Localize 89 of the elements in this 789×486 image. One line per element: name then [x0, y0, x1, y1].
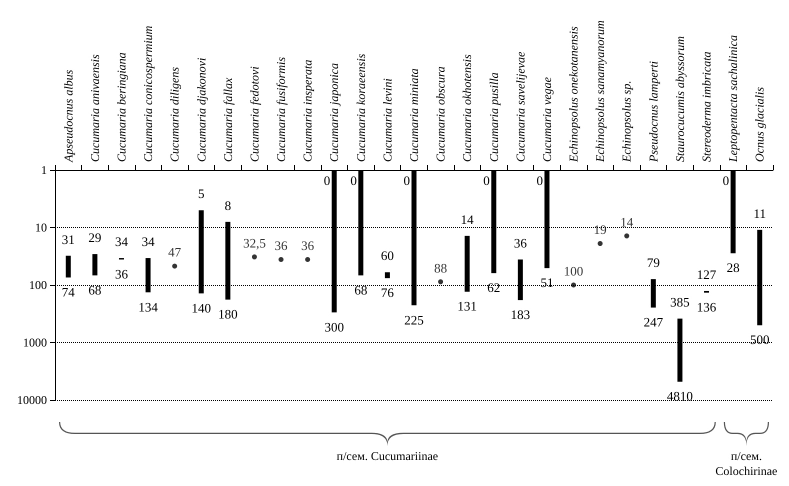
point — [598, 241, 603, 246]
annotation: 51 — [540, 275, 554, 290]
annotation: 140 — [192, 300, 212, 316]
x-tick-label: Leptopentacta sachalinica — [726, 35, 740, 163]
bar — [66, 256, 71, 278]
annotation: 0 — [404, 173, 410, 188]
annotation: 247 — [644, 314, 664, 330]
x-tick-label: Cucumaria fedotovi — [247, 66, 262, 162]
x-tick-label: Cucumaria levini — [380, 78, 394, 162]
x-tick-label: Cucumaria insperata — [300, 60, 315, 162]
annotation: 29 — [88, 230, 102, 246]
annotation: 11 — [753, 206, 766, 221]
annotation: 14 — [460, 212, 474, 227]
x-tick-label: Cucumaria conicospermium — [141, 25, 156, 162]
annotation: 36 — [514, 235, 528, 250]
x-tick-label: Cucumaria diligens — [168, 66, 182, 162]
annotation: 134 — [138, 299, 158, 314]
x-tick-label: Staurocucumis abyssorum — [672, 36, 687, 162]
annotation: 0 — [350, 173, 357, 188]
text: п/сем. Cucumariinae — [336, 449, 438, 463]
annotation: 79 — [646, 255, 660, 270]
x-tick-label: Pseudocnus lamperti — [646, 61, 660, 163]
x-tick-label: Cucumaria djakonovi — [194, 58, 208, 162]
x-tick-label: Echinopsolus onekotanensis — [566, 26, 581, 163]
x-tick-label: Cucumaria okhotensis — [460, 54, 474, 162]
annotation: 127 — [696, 266, 717, 282]
annotation: 300 — [324, 319, 344, 334]
annotation: 0 — [483, 173, 490, 188]
bar — [384, 272, 390, 278]
annotation: 4810 — [666, 388, 693, 404]
annotation: 36 — [114, 266, 128, 282]
x-tick-label: Cucumaria miniata — [407, 68, 421, 162]
x-tick-label: Ocnus glacialis — [752, 86, 767, 162]
annotation: 68 — [88, 282, 102, 298]
y-tick-label: 10000 — [17, 393, 47, 407]
annotation: 136 — [696, 300, 717, 315]
point — [172, 264, 178, 269]
y-tick-label: 1 — [41, 163, 47, 177]
y-tick-label: 10 — [35, 220, 47, 234]
x-tick-label: Cucumaria pusilla — [486, 72, 501, 162]
annotation: 385 — [670, 294, 690, 310]
bar — [92, 254, 98, 276]
x-tick-label: Cucumaria savelijevae — [513, 51, 528, 162]
annotation: 62 — [487, 280, 500, 296]
x-tick-label: Cucumaria vegae — [540, 76, 554, 162]
data-label: 36 — [274, 238, 288, 253]
y-tick-label: 100 — [29, 278, 47, 292]
x-tick-label: Echinopsolus sanamyanorum — [593, 20, 608, 163]
annotation: 34 — [114, 234, 128, 250]
data-label: 32,5 — [243, 235, 266, 250]
text: п/сем. Colochirinae — [715, 449, 778, 478]
annotation: 180 — [218, 306, 238, 322]
x-tick-label: Cucumaria obscura — [434, 66, 448, 162]
point — [571, 282, 576, 288]
annotation: 8 — [224, 198, 232, 213]
x-tick-label: Cucumaria fusiformis — [274, 56, 288, 162]
x-tick-label: Stereoderma imbricata — [700, 51, 714, 162]
point — [438, 279, 444, 284]
annotation: 34 — [142, 234, 156, 250]
annotation: 5 — [198, 186, 205, 202]
annotation: 225 — [404, 312, 424, 328]
annotation: 68 — [354, 282, 368, 298]
point — [252, 254, 257, 260]
annotation: 0 — [324, 173, 330, 188]
annotation: 76 — [380, 285, 394, 300]
x-tick-label: Cucumaria anivaensis — [88, 54, 102, 162]
annotation: 74 — [62, 284, 76, 300]
data-label: 47 — [168, 244, 182, 260]
x-tick-label: Cucumaria japonica — [327, 63, 342, 162]
annotation: 183 — [510, 307, 530, 322]
annotation: 0 — [536, 173, 543, 188]
annotation: 60 — [380, 248, 394, 264]
x-tick-label: Cucumaria fallax — [220, 77, 235, 162]
annotation: 31 — [62, 232, 75, 247]
annotation: 28 — [726, 260, 740, 276]
x-tick-label: Cucumaria koraeensis — [354, 53, 368, 162]
x-tick-label: Echinopsolus sp. — [620, 80, 634, 163]
x-tick-label: Apseudocnus albus — [61, 69, 76, 163]
point — [278, 256, 284, 262]
data-label: 100 — [564, 264, 584, 278]
annotation: 131 — [457, 298, 477, 314]
data-label: 88 — [434, 260, 448, 276]
data-label: 36 — [301, 238, 315, 253]
x-tick-label: Cucumaria beringiana — [114, 52, 128, 162]
data-label: 14 — [620, 214, 634, 230]
point — [305, 256, 310, 262]
point — [624, 233, 630, 238]
y-tick-label: 1000 — [23, 336, 47, 350]
annotation: 0 — [722, 173, 730, 188]
